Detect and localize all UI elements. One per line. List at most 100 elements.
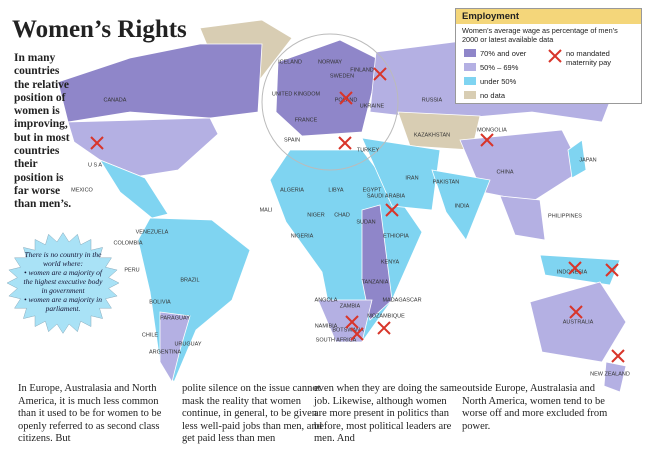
country-label: LIBYA [328,187,344,193]
country-label: SWEDEN [330,73,354,79]
cross-stroke [377,321,391,335]
country-label: BOTSWANA [332,327,364,333]
country-label: FINLAND [350,67,374,73]
country-label: MEXICO [71,187,93,193]
country-label: SOUTH AFRICA [316,337,357,343]
legend-label: no mandated maternity pay [566,49,612,67]
body-column: In Europe, Australasia and North America… [18,383,162,445]
country-label: CHILE [142,332,159,338]
legend-label: no data [480,91,506,100]
country-label: UKRAINE [360,103,385,109]
legend-item: 50% – 69% [464,63,518,72]
region [361,204,393,321]
callout: There is no country in the world where: … [20,250,106,313]
callout-line: There is no country in the world where: [24,250,102,268]
country-label: NIGER [307,212,324,218]
country-label: NAMIBIA [315,323,338,329]
region [529,281,627,363]
legend-subtitle: Women’s average wage as percentage of me… [462,26,618,44]
region [603,361,627,393]
no-maternity-pay-marker [339,91,353,105]
callout-line: • women are a majority of the highest ex… [23,268,103,295]
country-label: BOLIVIA [149,299,171,305]
country-label: SAUDI ARABIA [367,193,406,199]
legend-item: no mandated maternity pay [548,49,626,67]
country-label: VENEZUELA [136,229,169,235]
country-label: CHINA [496,169,513,175]
country-label: SUDAN [356,219,375,225]
region [67,117,219,177]
cross-stroke [338,136,352,150]
country-label: URUGUAY [174,341,201,347]
country-label: MOZAMBIQUE [367,313,405,319]
cross-stroke [373,67,387,81]
no-maternity-pay-marker [568,261,582,275]
legend: Employment Women’s average wage as perce… [455,8,642,104]
country-label: NORWAY [318,59,342,65]
country-label: COLOMBIA [113,240,142,246]
cross-stroke [350,327,364,341]
country-label: SPAIN [284,137,300,143]
country-label: JAPAN [579,157,596,163]
cross-stroke [480,133,494,147]
country-label: MONGOLIA [477,127,507,133]
country-label: NIGERIA [291,233,314,239]
region [159,311,191,384]
cross-stroke [605,263,619,277]
no-maternity-pay-marker [569,305,583,319]
country-label: UNITED KINGDOM [272,91,321,97]
callout-line: • women are a majority in parliament. [24,295,102,313]
country-label: PHILIPPINES [548,213,582,219]
country-label: ETHIOPIA [383,233,409,239]
callout-star [6,232,120,334]
legend-item: under 50% [464,77,516,86]
region [539,254,621,286]
no-maternity-pay-marker [480,133,494,147]
no-maternity-pay-marker [345,315,359,329]
country-label: U S A [88,162,102,168]
region [361,137,441,211]
cross-stroke [611,349,625,363]
region [275,39,381,137]
country-label: NEW ZEALAND [590,371,630,377]
country-label: BRAZIL [180,277,199,283]
region [57,43,263,123]
title: Women’s Rights [12,16,187,43]
cross-stroke [345,315,359,329]
legend-label: under 50% [480,77,517,86]
legend-swatch [548,49,562,63]
country-label: KAZAKHSTAN [414,132,450,138]
country-label: MADAGASCAR [382,297,421,303]
no-maternity-pay-marker [373,67,387,81]
cross-stroke [385,203,399,217]
cross-stroke [548,49,562,63]
cross-stroke [339,91,353,105]
country-label: AUSTRALIA [563,319,594,325]
legend-swatch [464,91,476,99]
country-label: EGYPT [363,187,382,193]
country-label: ZAMBIA [340,303,361,309]
no-maternity-pay-marker [605,263,619,277]
cross-stroke [568,261,582,275]
no-maternity-pay-marker [385,203,399,217]
country-label: PAKISTAN [433,179,459,185]
legend-item: 70% and over [464,49,526,58]
body-column: even when they are doing the same job. L… [314,383,462,445]
no-maternity-pay-marker [90,136,104,150]
no-maternity-pay-marker [611,349,625,363]
legend-label: 50% – 69% [480,63,519,72]
legend-swatch [464,63,476,71]
country-label: ALGERIA [280,187,304,193]
legend-swatch [464,77,476,85]
country-label: KENYA [381,259,400,265]
country-label: FRANCE [295,117,318,123]
body-column: outside Europe, Australasia and North Am… [462,383,608,432]
country-label: IRAN [405,175,418,181]
country-label: ANGOLA [315,297,338,303]
region [567,139,587,179]
no-maternity-pay-marker [338,136,352,150]
no-maternity-pay-marker [350,327,364,341]
cross-stroke [90,136,104,150]
country-label: INDONESIA [557,269,588,275]
